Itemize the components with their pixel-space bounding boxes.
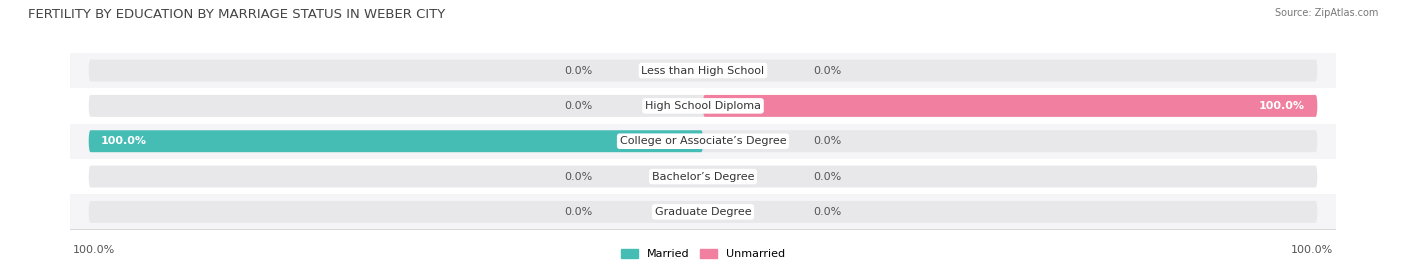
Text: 0.0%: 0.0% bbox=[814, 136, 842, 146]
Text: 0.0%: 0.0% bbox=[564, 172, 592, 182]
Text: Bachelor’s Degree: Bachelor’s Degree bbox=[652, 172, 754, 182]
Bar bbox=[70, 88, 1336, 123]
Text: FERTILITY BY EDUCATION BY MARRIAGE STATUS IN WEBER CITY: FERTILITY BY EDUCATION BY MARRIAGE STATU… bbox=[28, 8, 446, 21]
Text: High School Diploma: High School Diploma bbox=[645, 101, 761, 111]
Bar bbox=[70, 123, 1336, 159]
FancyBboxPatch shape bbox=[89, 60, 1317, 82]
Text: 100.0%: 100.0% bbox=[73, 245, 115, 255]
FancyBboxPatch shape bbox=[89, 95, 1317, 117]
Text: 0.0%: 0.0% bbox=[814, 172, 842, 182]
FancyBboxPatch shape bbox=[89, 201, 1317, 223]
FancyBboxPatch shape bbox=[89, 166, 1317, 187]
Text: 100.0%: 100.0% bbox=[1291, 245, 1333, 255]
Text: 0.0%: 0.0% bbox=[564, 207, 592, 217]
Bar bbox=[70, 194, 1336, 229]
Text: 0.0%: 0.0% bbox=[564, 101, 592, 111]
Text: 100.0%: 100.0% bbox=[1258, 101, 1305, 111]
FancyBboxPatch shape bbox=[89, 130, 1317, 152]
Text: Less than High School: Less than High School bbox=[641, 66, 765, 76]
Text: College or Associate’s Degree: College or Associate’s Degree bbox=[620, 136, 786, 146]
FancyBboxPatch shape bbox=[89, 130, 703, 152]
Bar bbox=[70, 159, 1336, 194]
Legend: Married, Unmarried: Married, Unmarried bbox=[617, 244, 789, 263]
Text: 0.0%: 0.0% bbox=[814, 207, 842, 217]
Text: 100.0%: 100.0% bbox=[101, 136, 148, 146]
Text: 0.0%: 0.0% bbox=[564, 66, 592, 76]
Bar bbox=[70, 53, 1336, 88]
Text: Graduate Degree: Graduate Degree bbox=[655, 207, 751, 217]
FancyBboxPatch shape bbox=[703, 95, 1317, 117]
Text: 0.0%: 0.0% bbox=[814, 66, 842, 76]
Text: Source: ZipAtlas.com: Source: ZipAtlas.com bbox=[1274, 8, 1378, 18]
